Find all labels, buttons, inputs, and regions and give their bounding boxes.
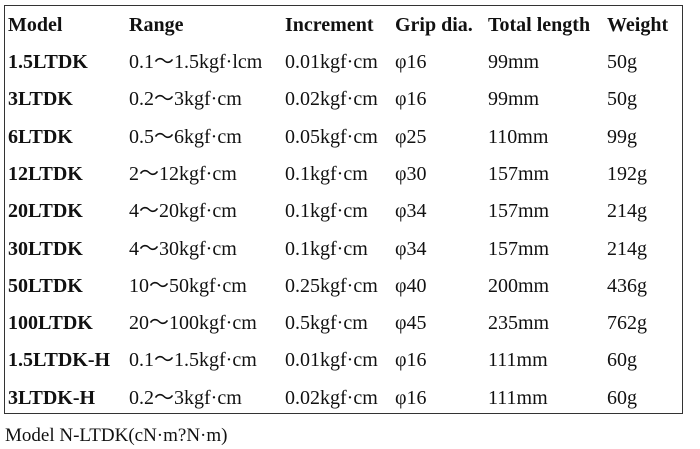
- header-cell: Model: [8, 14, 63, 36]
- table-cell: 0.5～6kgf·cm: [129, 125, 242, 148]
- table-cell: 0.1～1.5kgf·cm: [129, 349, 257, 372]
- table-cell: φ40: [395, 274, 427, 297]
- table-row: 50LTDK 10～50kgf·cm 0.25kgf·cm φ40 200mm 436g: [5, 268, 682, 305]
- table-cell: 192g: [607, 162, 647, 185]
- header-row: Model Range Increment Grip dia. Total length…: [5, 7, 682, 44]
- table-cell: 0.2～3kgf·cm: [129, 386, 242, 409]
- table-cell: 50g: [607, 51, 637, 73]
- table-cell: 214g: [607, 237, 647, 260]
- table-cell: 2～12kgf·cm: [129, 162, 237, 185]
- table-cell: 762g: [607, 312, 647, 335]
- table-cell: 60g: [607, 386, 637, 409]
- table-cell: 235mm: [488, 312, 550, 335]
- table-cell: φ25: [395, 125, 427, 148]
- table-cell: φ45: [395, 312, 427, 335]
- table-cell: φ34: [395, 200, 427, 223]
- table-row: 100LTDK 20～100kgf·cm 0.5kgf·cm φ45 235mm 762g: [5, 305, 682, 342]
- table-row: 3LTDK 0.2～3kgf·cm 0.02kgf·cm φ16 99mm 50g: [5, 81, 682, 118]
- table-cell: 4～20kgf·cm: [129, 200, 237, 223]
- table-row: 1.5LTDK-H 0.1～1.5kgf·cm 0.01kgf·cm φ16 111mm…: [5, 342, 682, 379]
- table-cell: 157mm: [488, 162, 550, 185]
- table-cell: 0.02kgf·cm: [285, 386, 378, 409]
- table-cell: 3LTDK: [8, 88, 73, 111]
- header-cell: Increment: [285, 14, 374, 36]
- table-cell: 0.1～1.5kgf·lcm: [129, 51, 263, 73]
- table-cell: 200mm: [488, 274, 550, 297]
- table-cell: 30LTDK: [8, 237, 83, 260]
- table-cell: 60g: [607, 349, 637, 372]
- table-cell: 436g: [607, 274, 647, 297]
- table-cell: 4～30kgf·cm: [129, 237, 237, 260]
- table-cell: 0.5kgf·cm: [285, 312, 368, 335]
- table-cell: 0.02kgf·cm: [285, 88, 378, 111]
- table-cell: 0.05kgf·cm: [285, 125, 378, 148]
- header-cell: Total length: [488, 14, 591, 36]
- table-cell: 0.1kgf·cm: [285, 237, 368, 260]
- table-cell: 0.1kgf·cm: [285, 200, 368, 223]
- table: Model Range Increment Grip dia. Total length…: [4, 5, 683, 414]
- table-cell: 12LTDK: [8, 162, 83, 185]
- table-cell: 110mm: [488, 125, 549, 148]
- table-cell: φ16: [395, 386, 427, 409]
- table-cell: 111mm: [488, 386, 548, 409]
- table-row: 3LTDK-H 0.2～3kgf·cm 0.02kgf·cm φ16 111mm 60g: [5, 380, 682, 417]
- table-cell: 50g: [607, 88, 637, 111]
- table-cell: 20～100kgf·cm: [129, 312, 257, 335]
- table-cell: 1.5LTDK-H: [8, 349, 111, 372]
- table-cell: 99g: [607, 125, 637, 148]
- table-cell: φ16: [395, 88, 427, 111]
- table-cell: 99mm: [488, 88, 540, 111]
- table-cell: φ30: [395, 162, 427, 185]
- table-cell: 0.1kgf·cm: [285, 162, 368, 185]
- table-row: 30LTDK 4～30kgf·cm 0.1kgf·cm φ34 157mm 214g: [5, 231, 682, 268]
- table-row: 1.5LTDK 0.1～1.5kgf·lcm 0.01kgf·cm φ16 99mm 50…: [5, 44, 682, 81]
- table-cell: 10～50kgf·cm: [129, 274, 247, 297]
- table-cell: 0.01kgf·cm: [285, 51, 378, 73]
- table-cell: 0.25kgf·cm: [285, 274, 378, 297]
- table-cell: φ16: [395, 349, 427, 372]
- table-cell: 99mm: [488, 51, 540, 73]
- table-cell: 214g: [607, 200, 647, 223]
- table-cell: 0.2～3kgf·cm: [129, 88, 242, 111]
- header-cell: Weight: [607, 14, 669, 36]
- table-cell: 50LTDK: [8, 274, 83, 297]
- table-cell: 20LTDK: [8, 200, 83, 223]
- table-cell: 111mm: [488, 349, 548, 372]
- header-cell: Range: [129, 14, 184, 36]
- table-row: 6LTDK 0.5～6kgf·cm 0.05kgf·cm φ25 110mm 99g: [5, 119, 682, 156]
- caption: Model N-LTDK(cN·m?N·m): [5, 425, 228, 446]
- table-cell: 100LTDK: [8, 312, 93, 335]
- table-cell: φ34: [395, 237, 427, 260]
- table-cell: 0.01kgf·cm: [285, 349, 378, 372]
- table-row: 20LTDK 4～20kgf·cm 0.1kgf·cm φ34 157mm 214g: [5, 193, 682, 230]
- table-cell: 1.5LTDK: [8, 51, 88, 73]
- table-cell: 3LTDK-H: [8, 386, 96, 409]
- table-cell: 6LTDK: [8, 125, 73, 148]
- table-cell: φ16: [395, 51, 427, 73]
- table-cell: 157mm: [488, 200, 550, 223]
- header-cell: Grip dia.: [395, 14, 473, 36]
- table-cell: 157mm: [488, 237, 550, 260]
- table-row: 12LTDK 2～12kgf·cm 0.1kgf·cm φ30 157mm 192g: [5, 156, 682, 193]
